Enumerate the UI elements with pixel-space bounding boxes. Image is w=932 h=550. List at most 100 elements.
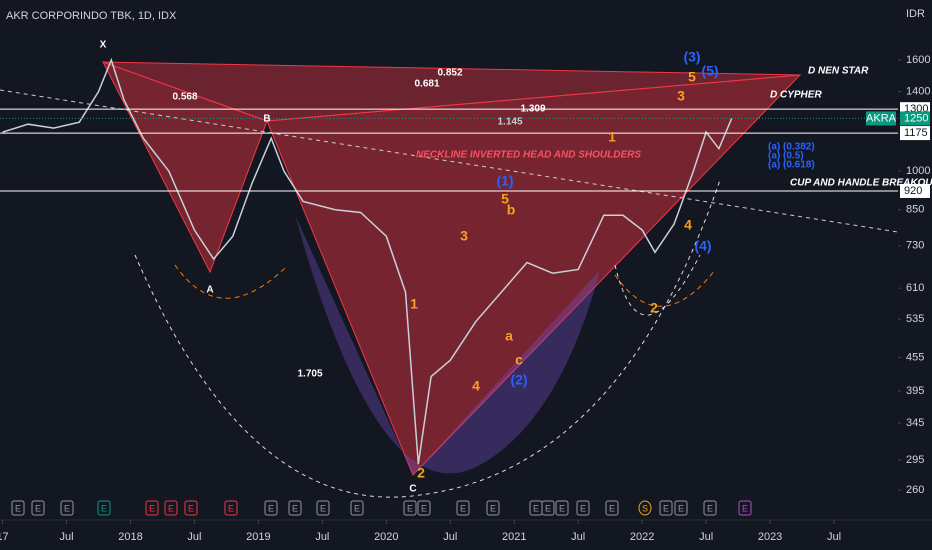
event-label: E — [559, 503, 565, 513]
event-marker — [145, 500, 159, 516]
event-marker — [456, 500, 470, 516]
y-tick-label: 345 — [906, 417, 924, 429]
event-marker — [11, 500, 25, 516]
event-marker — [576, 500, 590, 516]
y-tick-label: 1400 — [906, 86, 930, 98]
x-tick-label: Jul — [571, 531, 585, 543]
event-label: E — [268, 503, 274, 513]
annotation: 4 — [684, 217, 692, 233]
annotation: D NEN STAR — [808, 66, 869, 77]
annotation: 5 — [501, 191, 509, 207]
event-marker — [316, 500, 330, 516]
event-label: E — [64, 503, 70, 513]
event-label: S — [642, 503, 648, 513]
annotation: (3) — [683, 49, 700, 65]
x-tick-label: Jul — [699, 531, 713, 543]
y-tick-label: 295 — [906, 454, 924, 466]
annotation: 1 — [410, 296, 418, 312]
level-box — [900, 183, 930, 198]
chart-title: AKR CORPORINDO TBK, 1D, IDX — [6, 10, 177, 22]
annotation: b — [507, 202, 516, 218]
event-marker — [60, 500, 74, 516]
annotation: 1 — [608, 129, 616, 145]
event-label: E — [228, 503, 234, 513]
annotation: 5 — [688, 69, 696, 85]
event-marker — [541, 500, 555, 516]
annotation: a — [505, 328, 513, 344]
y-tick-label: 1000 — [906, 165, 930, 177]
event-label: E — [609, 503, 615, 513]
annotation: NECKLINE INVERTED HEAD AND SHOULDERS — [416, 150, 641, 161]
event-label: E — [421, 503, 427, 513]
event-marker — [97, 500, 111, 516]
annotation: D CYPHER — [770, 90, 822, 101]
shoulder-curve — [174, 264, 286, 299]
event-marker — [224, 500, 238, 516]
annotation: c — [515, 352, 523, 368]
annotation: 1.145 — [497, 117, 522, 128]
annotation: 0.852 — [437, 68, 462, 79]
y-tick-label: 395 — [906, 385, 924, 397]
event-label: E — [742, 503, 748, 513]
event-label: E — [101, 503, 107, 513]
event-marker — [605, 500, 619, 516]
x-tick-label: Jul — [315, 531, 329, 543]
event-label: E — [678, 503, 684, 513]
event-marker — [184, 500, 198, 516]
x-tick-label: Jul — [443, 531, 457, 543]
harmonic-drawings — [0, 61, 899, 498]
y-tick-label: 1600 — [906, 54, 930, 66]
annotation: CUP AND HANDLE BREAKOUT — [790, 178, 932, 189]
event-label: E — [490, 503, 496, 513]
event-label: E — [545, 503, 551, 513]
event-marker — [417, 500, 431, 516]
x-tick-label: Jul — [59, 531, 73, 543]
annotation: (5) — [701, 63, 718, 79]
annotation: 3 — [677, 88, 685, 104]
x-tick-label: 2018 — [118, 531, 142, 543]
x-tick-label: Jul — [827, 531, 841, 543]
event-marker — [674, 500, 688, 516]
event-marker — [31, 500, 45, 516]
pattern-triangle — [266, 74, 802, 476]
currency-label: IDR — [906, 8, 925, 20]
symbol-label: AKRA — [866, 112, 897, 124]
event-label: E — [707, 503, 713, 513]
y-tick-label: 610 — [906, 282, 924, 294]
event-label: E — [580, 503, 586, 513]
event-label: E — [35, 503, 41, 513]
event-label: E — [292, 503, 298, 513]
annotation: (1) — [496, 173, 513, 189]
event-label: E — [320, 503, 326, 513]
x-tick-label: 2023 — [758, 531, 782, 543]
event-marker — [403, 500, 417, 516]
event-marker — [288, 500, 302, 516]
event-marker — [486, 500, 500, 516]
annotation: (a) (0.5) — [768, 151, 804, 162]
event-label: E — [168, 503, 174, 513]
x-tick-label: 2019 — [246, 531, 270, 543]
annotation: C — [409, 484, 416, 495]
x-tick-label: 17 — [0, 531, 9, 543]
event-marker — [738, 500, 752, 516]
y-tick-label: 455 — [906, 351, 924, 363]
level-label: 1175 — [904, 127, 928, 139]
event-marker — [638, 500, 652, 516]
price-line — [2, 57, 733, 465]
event-marker — [164, 500, 178, 516]
y-tick-label: 850 — [906, 204, 924, 216]
annotation: 2 — [417, 465, 425, 481]
annotation: 2 — [650, 300, 658, 316]
last-price-box — [900, 111, 930, 126]
annotation: 1.309 — [520, 104, 545, 115]
annotation: 0.568 — [172, 92, 197, 103]
event-label: E — [460, 503, 466, 513]
annotation: 0.681 — [414, 79, 439, 90]
cup-curve — [134, 179, 721, 498]
event-label: E — [149, 503, 155, 513]
annotation: B — [263, 114, 270, 125]
annotation: 4 — [472, 378, 480, 394]
